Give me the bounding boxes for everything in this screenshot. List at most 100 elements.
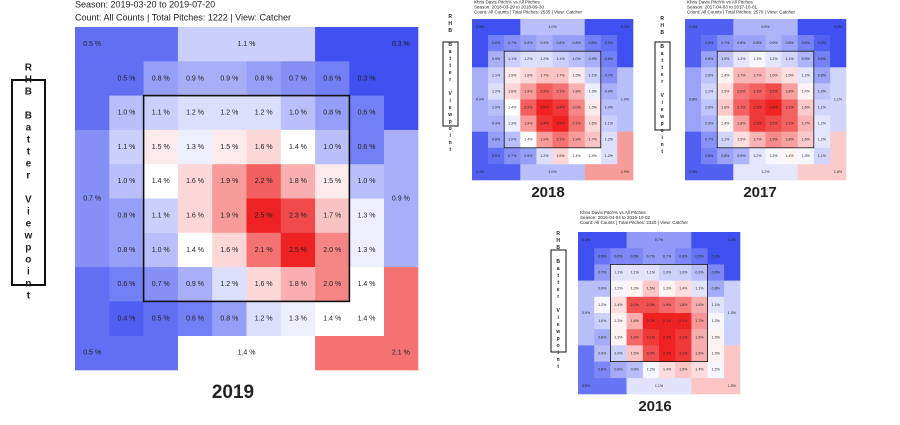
cell-label: 1.6% bbox=[508, 89, 517, 93]
cell-label: 1.9% bbox=[769, 138, 778, 142]
cell-label: 0.7% bbox=[605, 73, 614, 77]
cell-label: 0.8% bbox=[524, 154, 533, 158]
cell bbox=[659, 264, 676, 281]
cell bbox=[749, 99, 766, 116]
cell-label: 0.7 % bbox=[152, 281, 170, 288]
cell-label: 1.4 % bbox=[186, 247, 204, 254]
cell bbox=[659, 361, 676, 379]
cell-label: 0.8% bbox=[753, 41, 762, 45]
cell-label: 2.2% bbox=[663, 351, 672, 355]
zone-cell bbox=[383, 129, 419, 268]
cell bbox=[642, 264, 660, 281]
cell bbox=[797, 51, 815, 68]
strike-zone bbox=[716, 50, 815, 149]
cell-label: 2.1% bbox=[679, 335, 688, 339]
cell bbox=[781, 83, 798, 100]
cell bbox=[733, 99, 750, 116]
cell-label: 0.5% bbox=[705, 41, 714, 45]
zone-label: 0.4% bbox=[689, 25, 698, 29]
cell-label: 1.9% bbox=[524, 89, 533, 93]
cell-label: 1.8% bbox=[679, 303, 688, 307]
cell bbox=[781, 67, 798, 84]
cell bbox=[749, 131, 766, 149]
cell-label: 1.2% bbox=[818, 122, 827, 126]
cell-label: 1.9 % bbox=[220, 178, 238, 185]
cell bbox=[177, 301, 213, 336]
cell bbox=[568, 131, 585, 149]
cell-label: 0.9 % bbox=[186, 281, 204, 288]
cell bbox=[177, 164, 213, 199]
zone-cell bbox=[578, 377, 627, 395]
cell-label: 2.2% bbox=[769, 122, 778, 126]
cell bbox=[594, 264, 611, 281]
cell bbox=[349, 61, 384, 96]
cell bbox=[691, 361, 708, 379]
cell-label: 1.6% bbox=[695, 335, 704, 339]
cell bbox=[701, 147, 718, 165]
cell bbox=[246, 164, 282, 199]
cell-label: 1.1% bbox=[818, 106, 827, 110]
cell-label: 0.7% bbox=[721, 41, 730, 45]
cell bbox=[280, 232, 316, 268]
cell bbox=[749, 147, 766, 165]
cell bbox=[212, 129, 247, 165]
cell bbox=[212, 301, 247, 336]
cell-label: 1.2% bbox=[753, 154, 762, 158]
zone-cell bbox=[723, 248, 741, 281]
cell bbox=[246, 95, 282, 131]
cell bbox=[675, 296, 692, 314]
cell-label: 1.2% bbox=[598, 303, 607, 307]
cell-label: 0.6% bbox=[802, 41, 811, 45]
zone-cell bbox=[584, 163, 634, 181]
zone-cell bbox=[685, 131, 702, 165]
cell bbox=[568, 99, 585, 116]
zone-cell bbox=[797, 163, 847, 181]
zone-cell bbox=[723, 280, 741, 346]
cell-label: 0.9% bbox=[598, 287, 607, 291]
cell-label: 0.6% bbox=[492, 41, 501, 45]
year-label: 2017 bbox=[743, 184, 776, 201]
cell-label: 1.5% bbox=[589, 106, 598, 110]
cell bbox=[315, 164, 350, 199]
cell-label: 1.1% bbox=[508, 57, 517, 61]
zone-cell bbox=[829, 131, 847, 165]
cell-label: 0.5% bbox=[605, 41, 614, 45]
zone-cell bbox=[578, 280, 595, 346]
cell-label: 0.4 % bbox=[117, 315, 135, 322]
cell bbox=[212, 232, 247, 268]
cell-label: 1.3% bbox=[631, 287, 640, 291]
cell-label: 1.6 % bbox=[186, 178, 204, 185]
cell-label: 1.4% bbox=[614, 303, 623, 307]
cell-label: 0.8% bbox=[614, 368, 623, 372]
heatmap: 0.3% 0.7% 0.3% 0.9% 1.0% 0.5% 1.1% 1.5% 0.5% 0.6%… bbox=[550, 210, 741, 415]
cell-label: 2.2% bbox=[647, 319, 656, 323]
cell bbox=[813, 83, 831, 100]
cell-label: 0.8% bbox=[573, 41, 582, 45]
zone-label: 0.7 % bbox=[83, 195, 101, 202]
cell bbox=[584, 147, 602, 165]
cell-label: 1.1% bbox=[631, 270, 640, 274]
cell-label: 1.0% bbox=[705, 73, 714, 77]
cell-label: 1.5% bbox=[573, 73, 582, 77]
cell bbox=[584, 83, 602, 100]
cell bbox=[315, 301, 350, 336]
cell-label: 1.2% bbox=[524, 57, 533, 61]
cell bbox=[781, 131, 798, 149]
cell-label: 1.6% bbox=[524, 73, 533, 77]
cell bbox=[717, 35, 734, 52]
cell bbox=[600, 131, 618, 149]
cell-label: 1.4% bbox=[695, 368, 704, 372]
cell-label: 1.9% bbox=[573, 138, 582, 142]
cell bbox=[781, 51, 798, 68]
cell-label: 0.6 % bbox=[358, 144, 376, 151]
zone-label: 1.0% bbox=[548, 25, 557, 29]
cell-label: 0.6% bbox=[614, 254, 623, 258]
cell-label: 1.7% bbox=[737, 73, 746, 77]
cell bbox=[626, 248, 644, 265]
zone-label: 1.0% bbox=[728, 311, 737, 315]
cell bbox=[600, 83, 618, 100]
cell-label: 2.1% bbox=[556, 138, 565, 142]
cell-label: 0.9% bbox=[589, 57, 598, 61]
cell-label: 1.8 % bbox=[289, 281, 307, 288]
cell-label: 1.0% bbox=[663, 270, 672, 274]
